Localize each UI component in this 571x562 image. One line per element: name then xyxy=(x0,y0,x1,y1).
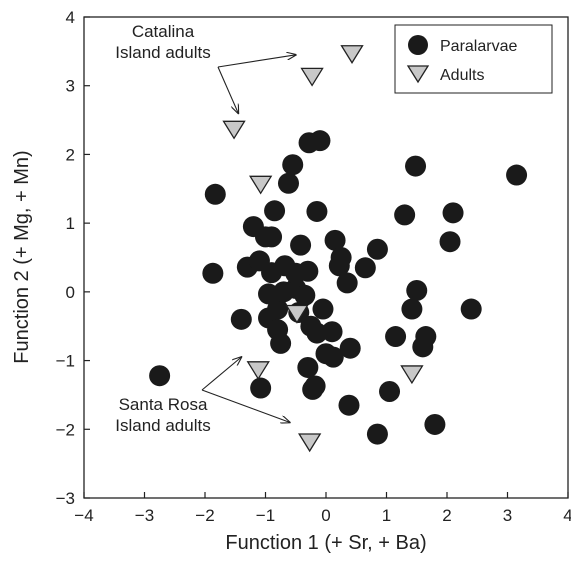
annotation-arrow xyxy=(201,357,241,391)
point-adults xyxy=(285,304,309,324)
point-paralarvae xyxy=(304,375,326,397)
point-paralarvae xyxy=(267,298,289,320)
legend-label-paralarvae: Paralarvae xyxy=(440,38,517,55)
x-tick-label: 1 xyxy=(382,506,391,525)
point-paralarvae xyxy=(415,326,437,348)
y-tick-label: 1 xyxy=(66,214,75,233)
x-tick-label: 4 xyxy=(563,506,571,525)
point-paralarvae xyxy=(204,183,226,205)
annotation-text: Santa Rosa xyxy=(119,395,208,414)
point-paralarvae xyxy=(442,202,464,224)
point-paralarvae xyxy=(339,337,361,359)
point-paralarvae xyxy=(336,272,358,294)
y-tick-label: −1 xyxy=(56,352,75,371)
point-paralarvae xyxy=(309,130,331,152)
legend: Paralarvae Adults xyxy=(394,24,553,94)
point-paralarvae xyxy=(506,164,528,186)
x-tick-label: −3 xyxy=(135,506,154,525)
data-points xyxy=(149,45,528,453)
annotation-arrow xyxy=(217,55,296,68)
annotation-text: Island adults xyxy=(115,43,210,62)
x-tick-label: −1 xyxy=(256,506,275,525)
point-paralarvae xyxy=(366,238,388,260)
y-tick-label: 2 xyxy=(66,145,75,164)
point-paralarvae xyxy=(306,200,328,222)
point-adults xyxy=(297,433,322,453)
point-paralarvae xyxy=(354,257,376,279)
point-paralarvae xyxy=(149,365,171,387)
point-adults xyxy=(222,120,246,140)
axis-ticks xyxy=(83,16,569,499)
point-adults xyxy=(246,361,270,381)
point-paralarvae xyxy=(424,413,446,435)
point-paralarvae xyxy=(330,247,352,268)
point-paralarvae xyxy=(338,394,360,416)
x-tick-label: 2 xyxy=(442,506,451,525)
x-tick-label: 0 xyxy=(321,506,330,525)
point-paralarvae xyxy=(401,298,423,320)
y-tick-label: 0 xyxy=(66,283,75,302)
annotations: Catalina Island adults Santa Rosa Island ad… xyxy=(115,22,295,435)
annotation-text: Island adults xyxy=(115,416,210,435)
point-paralarvae xyxy=(460,298,482,320)
y-tick-label: 3 xyxy=(66,77,75,96)
point-paralarvae xyxy=(290,234,312,256)
point-paralarvae xyxy=(385,326,407,348)
point-paralarvae xyxy=(379,380,401,402)
point-adults xyxy=(340,45,364,64)
point-paralarvae xyxy=(297,356,319,378)
x-tick-label: −4 xyxy=(74,506,93,525)
legend-marker-paralarvae xyxy=(408,35,428,55)
point-paralarvae xyxy=(264,200,286,222)
annotation-arrow xyxy=(201,389,290,422)
point-paralarvae xyxy=(405,155,427,177)
point-paralarvae xyxy=(261,226,283,248)
point-paralarvae xyxy=(406,279,428,301)
point-paralarvae xyxy=(297,260,319,282)
point-paralarvae xyxy=(439,231,461,253)
y-tick-label: −2 xyxy=(56,420,75,439)
point-paralarvae xyxy=(321,321,343,343)
legend-marker-adults xyxy=(406,65,430,84)
y-axis-title: Function 2 (+ Mg, + Mn) xyxy=(11,150,33,363)
annotation-arrow xyxy=(217,66,238,113)
point-paralarvae xyxy=(312,298,334,320)
point-paralarvae xyxy=(202,262,224,284)
y-tick-label: −3 xyxy=(56,489,75,508)
point-paralarvae xyxy=(394,204,416,226)
point-adults xyxy=(248,175,273,195)
point-paralarvae xyxy=(294,284,316,306)
point-paralarvae xyxy=(324,229,346,251)
annotation-text: Catalina xyxy=(132,22,195,41)
y-tick-label: 4 xyxy=(66,8,75,27)
x-axis-title: Function 1 (+ Sr, + Ba) xyxy=(225,532,426,554)
point-paralarvae xyxy=(230,308,252,330)
point-paralarvae xyxy=(282,154,304,176)
point-paralarvae xyxy=(250,377,272,399)
point-adults xyxy=(400,365,424,385)
point-paralarvae xyxy=(270,332,292,354)
point-paralarvae xyxy=(366,423,388,445)
legend-label-adults: Adults xyxy=(440,67,484,84)
point-adults xyxy=(300,67,324,87)
x-tick-label: 3 xyxy=(503,506,512,525)
point-paralarvae xyxy=(322,346,344,368)
point-paralarvae xyxy=(306,322,328,344)
x-tick-label: −2 xyxy=(195,506,214,525)
point-paralarvae xyxy=(277,172,299,194)
